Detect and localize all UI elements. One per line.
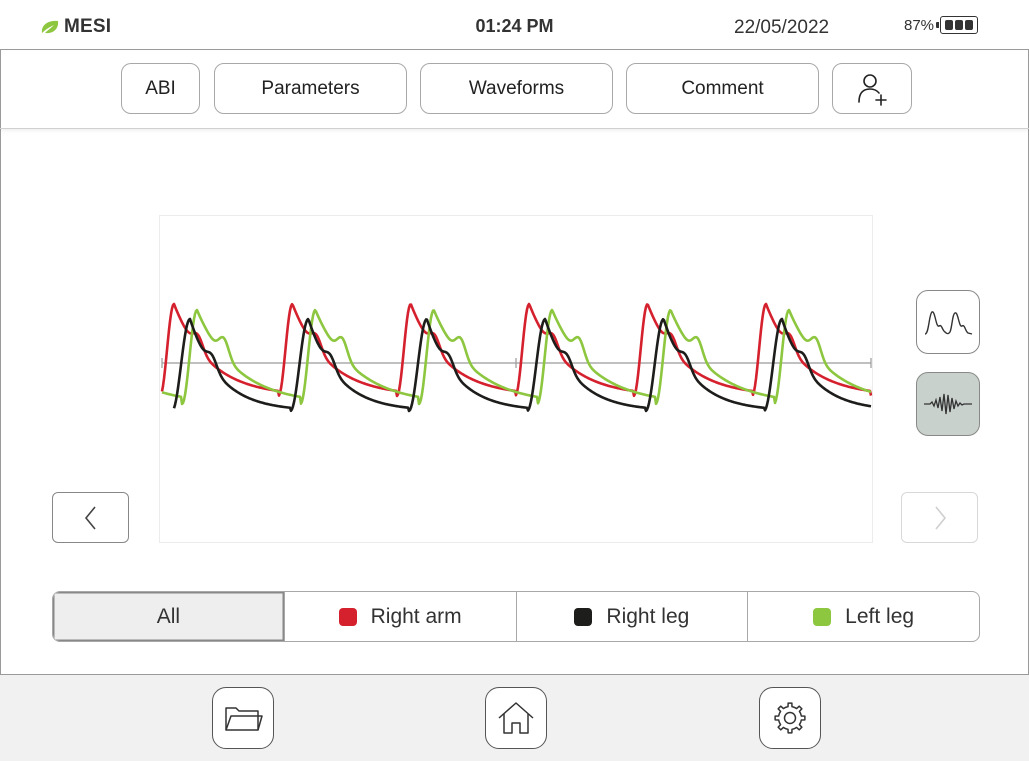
tab-label: Parameters	[261, 77, 360, 99]
chevron-left-icon	[84, 505, 96, 530]
series-right-arm	[160, 302, 873, 398]
filter-label: Left leg	[845, 604, 915, 628]
status-bar: MESI 01:24 PM 22/05/2022 87%	[0, 0, 1029, 50]
tab-comment[interactable]: Comment	[626, 63, 819, 114]
oscillation-view-button[interactable]	[916, 372, 980, 436]
tab-bar: ABI Parameters Waveforms Comment	[0, 51, 1029, 129]
clock: 01:24 PM	[475, 16, 554, 36]
tab-label: Waveforms	[468, 77, 565, 99]
channel-filter: All Right arm Right leg Left leg	[52, 591, 980, 642]
tab-label: ABI	[145, 77, 176, 99]
waveform-plot	[160, 302, 873, 413]
series-right-leg	[172, 317, 872, 413]
add-patient-button[interactable]	[832, 63, 912, 114]
folder-icon	[225, 707, 263, 731]
date: 22/05/2022	[734, 17, 830, 38]
next-button[interactable]	[901, 492, 978, 543]
previous-button[interactable]	[52, 492, 129, 543]
color-swatch	[574, 607, 593, 626]
leaf-icon	[41, 20, 59, 34]
brand-logo: MESI	[40, 16, 111, 38]
brand-name: MESI	[64, 16, 112, 37]
home-icon	[498, 702, 534, 734]
pulse-view-button[interactable]	[916, 290, 980, 354]
filter-right-leg[interactable]: Right leg	[515, 592, 748, 641]
chevron-right-icon	[934, 505, 946, 530]
tab-abi[interactable]: ABI	[121, 63, 200, 114]
filter-label: All	[156, 604, 181, 628]
settings-icon	[774, 702, 806, 734]
filter-right-arm[interactable]: Right arm	[283, 592, 516, 641]
battery-icon	[936, 16, 979, 34]
settings-button[interactable]	[759, 687, 821, 749]
oscillation-icon	[924, 393, 972, 415]
folder-button[interactable]	[212, 687, 274, 749]
battery-percentage: 87%	[904, 16, 935, 34]
color-swatch	[813, 607, 832, 626]
home-button[interactable]	[485, 687, 547, 749]
filter-all[interactable]: All	[53, 592, 284, 641]
waveform-chart	[159, 215, 873, 543]
tab-label: Comment	[681, 77, 764, 99]
filter-left-leg[interactable]: Left leg	[747, 592, 979, 641]
pulse-wave-icon	[924, 311, 973, 335]
series-left-leg	[161, 308, 872, 406]
battery-status: 87%	[904, 16, 979, 34]
tab-waveforms[interactable]: Waveforms	[420, 63, 613, 114]
filter-label: Right leg	[606, 604, 690, 628]
tab-parameters[interactable]: Parameters	[214, 63, 407, 114]
bottom-toolbar	[0, 674, 1029, 761]
color-swatch	[338, 607, 357, 626]
filter-label: Right arm	[370, 604, 462, 628]
add-user-icon	[858, 73, 887, 106]
